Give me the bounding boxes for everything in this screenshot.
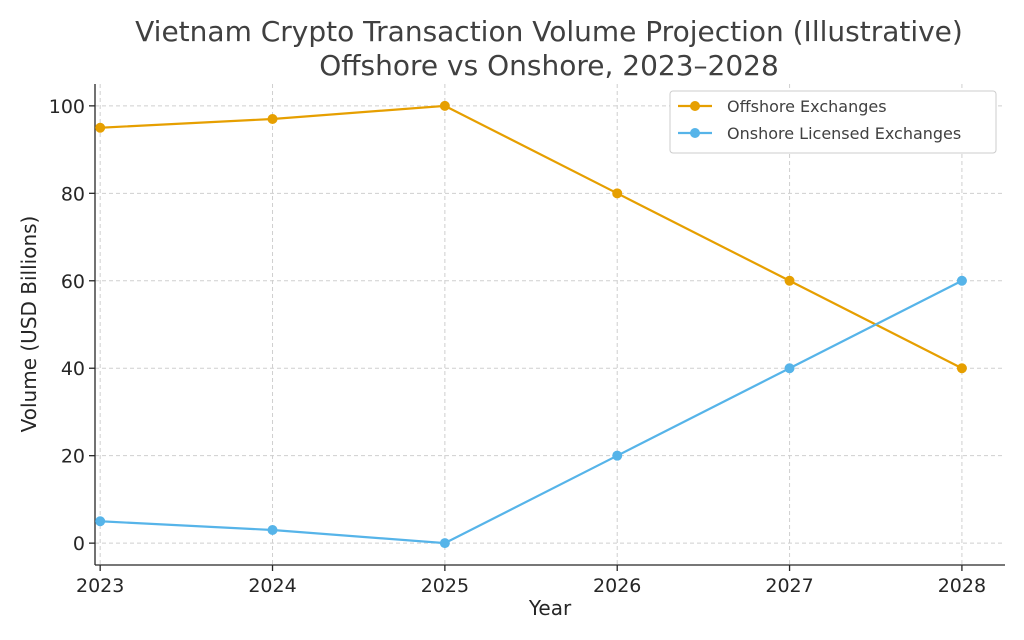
data-point-onshore-licensed-exchanges (784, 363, 795, 374)
y-tick-label: 100 (49, 96, 85, 118)
legend-label: Onshore Licensed Exchanges (727, 124, 961, 143)
data-point-offshore-exchanges (95, 122, 106, 133)
legend: Offshore Exchanges Onshore Licensed Excha… (669, 90, 997, 154)
data-point-offshore-exchanges (784, 275, 795, 286)
ticks: 2023 2024 2025 2026 2027 2028 0 20 40 60 80 100 (49, 96, 986, 597)
y-tick-label: 40 (61, 358, 85, 380)
y-tick-label: 20 (61, 446, 85, 468)
data-point-onshore-licensed-exchanges (95, 516, 106, 527)
series-offshore-exchanges (95, 100, 967, 374)
x-tick-label: 2028 (938, 575, 986, 597)
series-line-onshore-licensed-exchanges (100, 279, 963, 545)
legend-item-offshore-exchanges: Offshore Exchanges (678, 97, 887, 116)
x-axis-label: Year (528, 596, 572, 620)
data-point-onshore-licensed-exchanges (612, 450, 623, 461)
x-tick-label: 2025 (421, 575, 469, 597)
x-tick-label: 2027 (765, 575, 813, 597)
legend-label: Offshore Exchanges (727, 97, 887, 116)
legend-swatch-marker (690, 101, 700, 111)
data-point-offshore-exchanges (612, 188, 623, 199)
data-point-offshore-exchanges (267, 113, 278, 124)
y-tick-label: 80 (61, 183, 85, 205)
x-tick-label: 2023 (76, 575, 124, 597)
y-axis-label: Volume (USD Billions) (17, 216, 41, 433)
data-point-offshore-exchanges (439, 100, 450, 111)
legend-item-onshore-licensed-exchanges: Onshore Licensed Exchanges (678, 124, 961, 143)
y-tick-label: 60 (61, 271, 85, 293)
grid (95, 84, 1005, 565)
x-tick-label: 2026 (593, 575, 641, 597)
legend-frame (669, 90, 997, 154)
data-point-onshore-licensed-exchanges (267, 525, 278, 536)
y-tick-label: 0 (73, 533, 85, 555)
series-line-offshore-exchanges (100, 104, 963, 370)
series-onshore-licensed-exchanges (95, 275, 967, 549)
legend-swatch-marker (690, 128, 700, 138)
series-layer (95, 100, 967, 549)
chart-subtitle: Offshore vs Onshore, 2023–2028 (319, 49, 779, 82)
data-point-offshore-exchanges (956, 363, 967, 374)
data-point-onshore-licensed-exchanges (956, 275, 967, 286)
chart-title: Vietnam Crypto Transaction Volume Projec… (135, 15, 963, 48)
x-tick-label: 2024 (248, 575, 296, 597)
data-point-onshore-licensed-exchanges (439, 538, 450, 549)
axes (94, 84, 1005, 566)
